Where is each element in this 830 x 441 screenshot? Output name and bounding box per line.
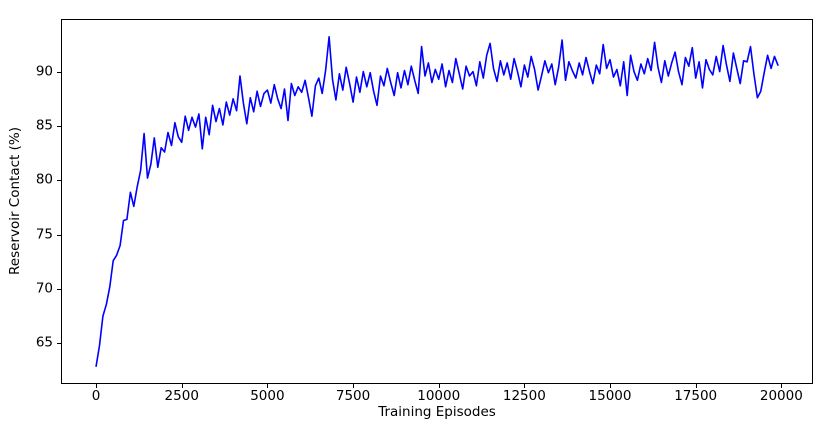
x-tick-label: 2500 xyxy=(164,388,199,404)
x-tick-label: 17500 xyxy=(674,388,718,404)
y-tick-mark xyxy=(57,125,61,127)
x-tick-label: 0 xyxy=(91,388,101,404)
x-tick-label: 12500 xyxy=(502,388,546,404)
y-tick-label: 85 xyxy=(35,117,53,134)
line-series-svg xyxy=(95,35,779,368)
x-tick-mark xyxy=(695,384,697,388)
y-tick-mark xyxy=(57,234,61,236)
y-axis-label: Reservoir Contact (%) xyxy=(7,127,23,275)
x-tick-mark xyxy=(353,384,355,388)
x-tick-mark xyxy=(181,384,183,388)
x-tick-mark xyxy=(610,384,612,388)
y-tick-mark xyxy=(57,343,61,345)
x-tick-mark xyxy=(267,384,269,388)
x-axis-label: Training Episodes xyxy=(378,404,496,420)
x-tick-mark xyxy=(438,384,440,388)
plot-area xyxy=(61,19,813,384)
y-tick-label: 80 xyxy=(35,171,53,188)
x-tick-mark xyxy=(524,384,526,388)
x-tick-mark xyxy=(96,384,98,388)
y-tick-mark xyxy=(57,180,61,182)
y-tick-label: 70 xyxy=(35,280,53,297)
x-tick-label: 10000 xyxy=(417,388,461,404)
y-tick-label: 65 xyxy=(35,334,53,351)
y-tick-mark xyxy=(57,288,61,290)
y-tick-label: 75 xyxy=(35,226,53,243)
x-tick-label: 7500 xyxy=(335,388,371,404)
y-tick-mark xyxy=(57,71,61,73)
x-tick-label: 15000 xyxy=(588,388,632,404)
x-tick-label: 5000 xyxy=(250,388,285,404)
y-tick-label: 90 xyxy=(35,63,53,80)
reservoir-contact-line xyxy=(95,35,779,368)
x-tick-mark xyxy=(781,384,783,388)
x-tick-label: 20000 xyxy=(759,388,803,404)
